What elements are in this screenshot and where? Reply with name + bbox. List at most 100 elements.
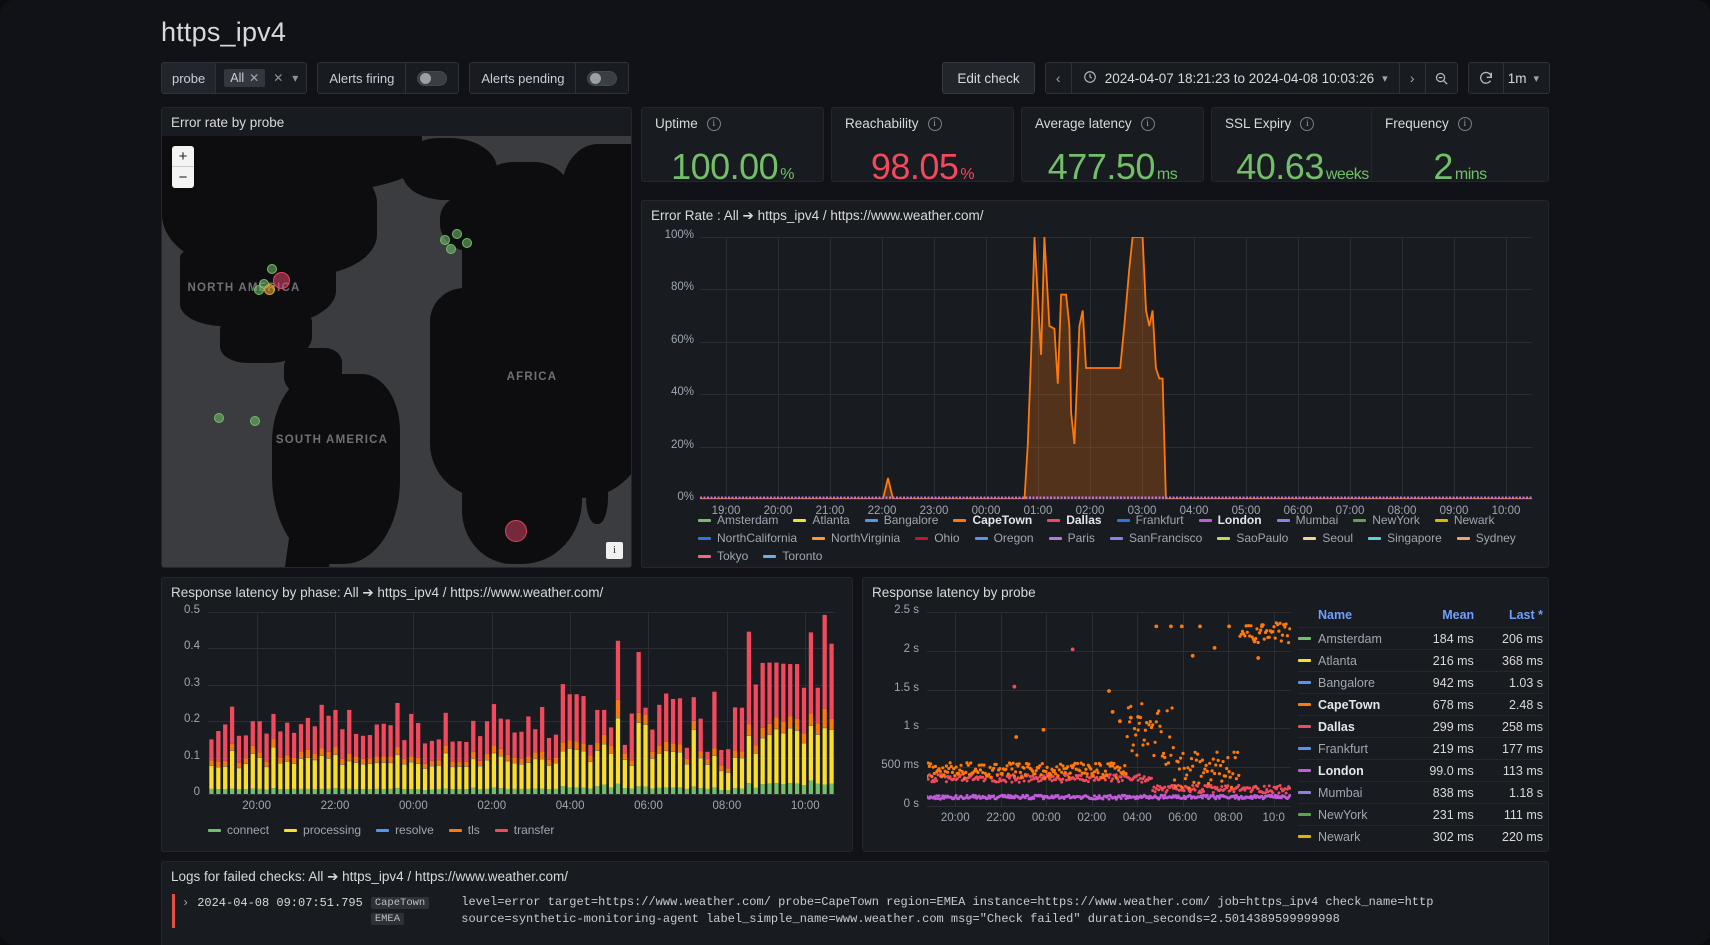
chevron-right-icon[interactable]: › — [181, 896, 190, 910]
table-row[interactable]: Mumbai 838 ms 1.18 s — [1298, 781, 1543, 803]
latency-by-phase-legend[interactable]: connect processing resolve tls transfer — [208, 823, 838, 837]
legend-item[interactable]: London — [1198, 513, 1262, 527]
legend-item[interactable]: NorthVirginia — [812, 531, 900, 545]
column-header-last[interactable]: Last * — [1508, 608, 1543, 622]
probe-marker-ok[interactable] — [250, 416, 260, 426]
legend-item[interactable]: SaoPaulo — [1217, 531, 1288, 545]
table-row[interactable]: NewYork 231 ms 111 ms — [1298, 803, 1543, 825]
legend-item[interactable]: Paris — [1048, 531, 1095, 545]
legend-item[interactable]: resolve — [376, 823, 434, 837]
error-rate-plot[interactable] — [700, 237, 1532, 499]
switch-track[interactable] — [417, 70, 448, 86]
time-range-picker[interactable]: ‹ 2024-04-07 18:21:23 to 2024-04-08 10:0… — [1044, 62, 1458, 94]
probe-marker-ok[interactable] — [214, 413, 224, 423]
probe-marker-ok[interactable] — [254, 285, 264, 295]
alerts-pending-toggle[interactable]: Alerts pending — [469, 62, 630, 94]
probe-variable-actions[interactable]: ✕ ▾ — [273, 63, 306, 93]
info-icon[interactable]: i — [706, 116, 721, 131]
chevron-down-icon[interactable]: ▾ — [1533, 72, 1539, 85]
error-rate-legend[interactable]: Amsterdam Atlanta Bangalore CapeTown Dallas F… — [698, 513, 1543, 563]
legend-item[interactable]: Frankfurt — [1116, 513, 1184, 527]
legend-item[interactable]: Toronto — [763, 549, 822, 563]
table-row[interactable]: CapeTown 678 ms 2.48 s — [1298, 693, 1543, 715]
probe-selected-pill[interactable]: All ✕ — [224, 69, 266, 87]
info-icon[interactable]: i — [927, 116, 942, 131]
legend-item[interactable]: Seoul — [1303, 531, 1353, 545]
latency-by-probe-table[interactable]: Name Mean Last * Amsterdam 184 ms 206 ms At… — [1298, 608, 1543, 847]
column-header-name[interactable]: Name — [1318, 608, 1353, 622]
legend-item[interactable]: tls — [448, 823, 480, 837]
log-tag-probe[interactable]: CapeTown — [370, 897, 430, 909]
refresh-interval[interactable]: 1m ▾ — [1502, 63, 1549, 93]
zoom-in-button[interactable]: + — [172, 146, 194, 167]
legend-item[interactable]: Singapore — [1368, 531, 1442, 545]
log-tag-region[interactable]: EMEA — [370, 913, 405, 925]
legend-item[interactable]: processing — [284, 823, 361, 837]
remove-selection-icon[interactable]: ✕ — [249, 71, 260, 85]
map-attribution-icon[interactable]: i — [606, 542, 623, 559]
probe-marker-error[interactable] — [505, 520, 527, 542]
legend-item[interactable]: NewYork — [1353, 513, 1420, 527]
legend-item[interactable]: connect — [208, 823, 269, 837]
probe-marker-ok[interactable] — [452, 229, 462, 239]
legend-item[interactable]: CapeTown — [953, 513, 1032, 527]
table-row[interactable]: London 99.0 ms 113 ms — [1298, 759, 1543, 781]
probe-variable-picker[interactable]: probe All ✕ ✕ ▾ — [161, 62, 308, 94]
table-row[interactable]: Newark 302 ms 220 ms — [1298, 825, 1543, 847]
log-entry[interactable]: › 2024-04-08 09:07:51.795 CapeTown EMEA … — [172, 894, 1538, 928]
legend-item[interactable]: Bangalore — [864, 513, 938, 527]
probe-marker-warn[interactable] — [264, 284, 275, 295]
latency-by-phase-plot[interactable] — [208, 612, 835, 794]
chevron-down-icon[interactable]: ▾ — [1382, 72, 1388, 85]
edit-check-button[interactable]: Edit check — [942, 62, 1035, 94]
table-row[interactable]: Dallas 299 ms 258 ms — [1298, 715, 1543, 737]
alerts-firing-switch[interactable] — [406, 70, 458, 86]
legend-item[interactable]: Newark — [1434, 513, 1495, 527]
alerts-firing-toggle[interactable]: Alerts firing — [317, 62, 460, 94]
probe-marker-ok[interactable] — [446, 244, 456, 254]
time-range-display[interactable]: 2024-04-07 18:21:23 to 2024-04-08 10:03:… — [1072, 63, 1399, 93]
probe-marker-ok[interactable] — [267, 264, 277, 274]
legend-item[interactable]: Tokyo — [698, 549, 748, 563]
legend-item[interactable]: Oregon — [974, 531, 1034, 545]
alerts-pending-switch[interactable] — [576, 70, 628, 86]
info-icon[interactable]: i — [1457, 116, 1472, 131]
legend-item[interactable]: Dallas — [1047, 513, 1102, 527]
table-row[interactable]: Bangalore 942 ms 1.03 s — [1298, 671, 1543, 693]
probe-marker-error[interactable] — [273, 272, 290, 289]
refresh-control[interactable]: 1m ▾ — [1467, 62, 1550, 94]
legend-item[interactable]: Sydney — [1456, 531, 1516, 545]
map-zoom-controls[interactable]: + − — [172, 146, 194, 188]
column-header-mean[interactable]: Mean — [1442, 608, 1475, 622]
legend-item[interactable]: transfer — [494, 823, 554, 837]
info-icon[interactable]: i — [1300, 116, 1315, 131]
zoom-out-button[interactable]: − — [178, 169, 188, 186]
probe-marker-ok[interactable] — [440, 235, 450, 245]
world-map[interactable]: NORTH AMERICA SOUTH AMERICA AFRICA + − i — [162, 136, 631, 567]
latency-by-probe-title: Response latency by probe — [872, 585, 1036, 600]
probe-marker-ok[interactable] — [462, 238, 472, 248]
legend-item[interactable]: NorthCalifornia — [698, 531, 797, 545]
switch-track[interactable] — [587, 70, 618, 86]
clear-all-icon[interactable]: ✕ — [273, 71, 284, 85]
legend-item[interactable]: SanFrancisco — [1109, 531, 1202, 545]
table-row[interactable]: Amsterdam 184 ms 206 ms — [1298, 627, 1543, 649]
probe-variable-value[interactable]: All ✕ — [216, 63, 273, 93]
chevron-down-icon[interactable]: ▾ — [292, 71, 299, 85]
zoom-out-icon[interactable] — [1424, 63, 1457, 93]
gridline — [700, 289, 1532, 291]
refresh-icon[interactable] — [1469, 63, 1503, 93]
table-header-row[interactable]: Name Mean Last * — [1298, 608, 1543, 627]
time-range-prev-icon[interactable]: ‹ — [1046, 63, 1072, 93]
legend-item[interactable]: Mumbai — [1276, 513, 1338, 527]
legend-item[interactable]: Ohio — [915, 531, 960, 545]
info-icon[interactable]: i — [1140, 116, 1155, 131]
table-row[interactable]: Atlanta 216 ms 368 ms — [1298, 649, 1543, 671]
legend-item[interactable]: Atlanta — [793, 513, 850, 527]
legend-item[interactable]: Amsterdam — [698, 513, 778, 527]
time-range-next-icon[interactable]: › — [1398, 63, 1425, 93]
cell-name-label: London — [1318, 763, 1364, 778]
latency-by-probe-plot[interactable] — [927, 612, 1291, 806]
log-severity-bar — [172, 894, 175, 928]
table-row[interactable]: Frankfurt 219 ms 177 ms — [1298, 737, 1543, 759]
